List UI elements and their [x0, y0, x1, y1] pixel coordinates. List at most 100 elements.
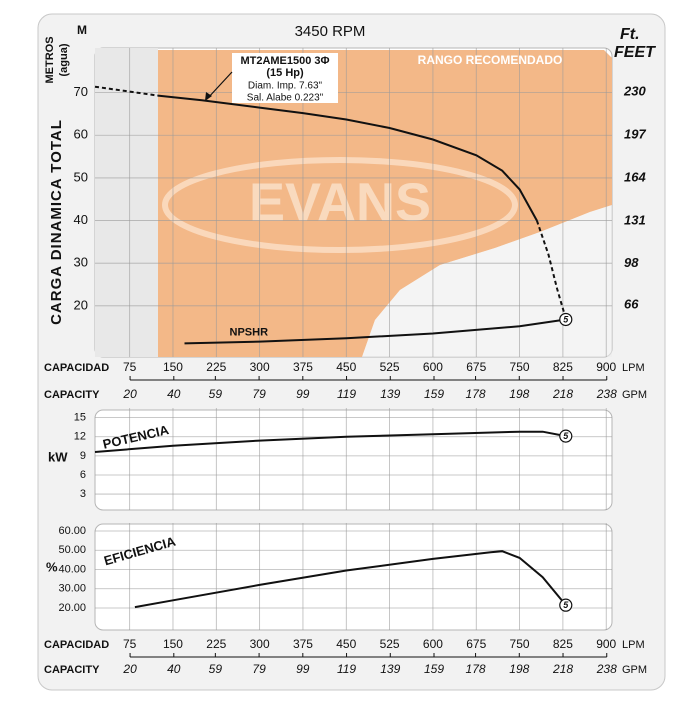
x-tick-label: 375 [293, 360, 313, 374]
annotation-box [232, 53, 338, 103]
y2-tick-label: 197 [624, 127, 646, 142]
x2-tick-label: 119 [337, 662, 356, 676]
y-tick-label: 40.00 [58, 563, 86, 575]
series-line [94, 85, 159, 97]
x-tick-label: 675 [466, 360, 486, 374]
x-tick-label: 225 [206, 637, 226, 651]
end-marker [559, 312, 573, 327]
x2-axis-unit: GPM [622, 389, 647, 401]
marks [94, 85, 567, 609]
x-tick-label: 150 [163, 360, 183, 374]
x2-tick-label: 178 [466, 662, 486, 676]
x-tick-label: 750 [510, 360, 530, 374]
x-tick-label: 750 [510, 637, 530, 651]
x2-axis-unit: GPM [622, 664, 647, 676]
x2-tick-label: 119 [337, 387, 356, 401]
x-tick-label: 300 [250, 360, 270, 374]
chart-title: 3450 RPM [295, 23, 366, 40]
annotation: MT2AME1500 3Φ [240, 55, 329, 67]
y2-tick-label: 131 [624, 212, 646, 227]
y-unit: % [46, 559, 58, 574]
x2-tick-label: 59 [209, 662, 223, 676]
x2-tick-label: 40 [167, 662, 181, 676]
x2-axis-title: CAPACITY [44, 664, 100, 676]
x2-tick-label: 238 [596, 662, 617, 676]
x2-tick-label: 139 [380, 662, 400, 676]
series-line [94, 430, 566, 453]
x-tick-label: 225 [206, 360, 226, 374]
y-tick-label: 60 [74, 127, 88, 142]
x2-tick-label: 178 [466, 387, 486, 401]
x2-tick-label: 79 [252, 387, 266, 401]
x2-tick-label: 238 [596, 387, 617, 401]
annotation: Diam. Imp. 7.63" [248, 81, 323, 92]
power-panel [94, 409, 613, 511]
annotation-arrow [206, 71, 233, 100]
y-tick-label: 20 [74, 297, 88, 312]
x2-axis-title: CAPACITY [44, 389, 100, 401]
y-tick-label: 12 [74, 431, 86, 443]
y2-tick-label: 66 [624, 297, 639, 312]
x-tick-label: 525 [380, 360, 400, 374]
y2-tick-label: 164 [624, 169, 646, 184]
x-tick-label: 825 [553, 637, 573, 651]
y-tick-label: 3 [80, 488, 86, 500]
y-tick-label: 9 [80, 450, 86, 462]
x-tick-label: 600 [423, 637, 443, 651]
x2-tick-label: 218 [552, 387, 573, 401]
x2-tick-label: 198 [509, 387, 529, 401]
x2-tick-label: 99 [296, 387, 310, 401]
y2-tick-label: 98 [624, 255, 639, 270]
x2-tick-label: 198 [509, 662, 529, 676]
annotation: (15 Hp) [266, 67, 304, 79]
y-tick-label: 70 [74, 84, 88, 99]
x-tick-label: 675 [466, 637, 486, 651]
watermark: EVANS [249, 172, 431, 232]
y-unit: kW [48, 449, 68, 464]
x-tick-label: 900 [596, 360, 616, 374]
annotation: Sal. Alabe 0.223" [247, 93, 324, 104]
x-axis-title: CAPACIDAD [44, 639, 109, 651]
series-line [535, 220, 567, 319]
y-tick-label: 50 [74, 169, 88, 184]
y-axis-title: CARGA DINAMICA TOTAL [48, 119, 65, 325]
y-tick-label: 40 [74, 212, 88, 227]
y-tick-label: 50.00 [58, 544, 86, 556]
x2-tick-label: 99 [296, 662, 310, 676]
x2-tick-label: 159 [424, 662, 444, 676]
y-tick-label: 20.00 [58, 602, 86, 614]
x-tick-label: 300 [250, 637, 270, 651]
y-tick-label: 60.00 [58, 525, 86, 537]
y-unit-name: (agua) [58, 43, 70, 76]
series-line [134, 550, 567, 609]
recommended-range [158, 50, 612, 357]
x-tick-label: 450 [336, 637, 356, 651]
x2-tick-label: 218 [552, 662, 573, 676]
x-tick-label: 825 [553, 360, 573, 374]
outside-range [362, 205, 612, 357]
x-axis-unit: LPM [622, 639, 645, 651]
left-strip [95, 48, 158, 357]
x-tick-label: 525 [380, 637, 400, 651]
x2-tick-label: 40 [167, 387, 181, 401]
y-tick-label: 30 [74, 255, 88, 270]
y-tick-label: 6 [80, 469, 86, 481]
y-unit: M [77, 23, 87, 37]
series-label: NPSHR [230, 326, 269, 338]
y2-tick-label: 230 [623, 84, 646, 99]
x-tick-label: 375 [293, 637, 313, 651]
y-tick-label: 15 [74, 412, 86, 424]
end-marker-label: 5 [563, 431, 569, 441]
x-axis-unit: LPM [622, 362, 645, 374]
y2-unit: FEET [614, 44, 656, 61]
end-marker [559, 598, 573, 612]
x2-tick-label: 159 [424, 387, 444, 401]
watermark-ring [162, 157, 518, 253]
x-tick-label: 75 [123, 360, 137, 374]
series-line [157, 94, 538, 222]
x2-tick-label: 20 [122, 662, 137, 676]
y2-unit: Ft. [620, 26, 640, 43]
region-label: RANGO RECOMENDADO [418, 53, 563, 67]
x2-tick-label: 59 [209, 387, 223, 401]
